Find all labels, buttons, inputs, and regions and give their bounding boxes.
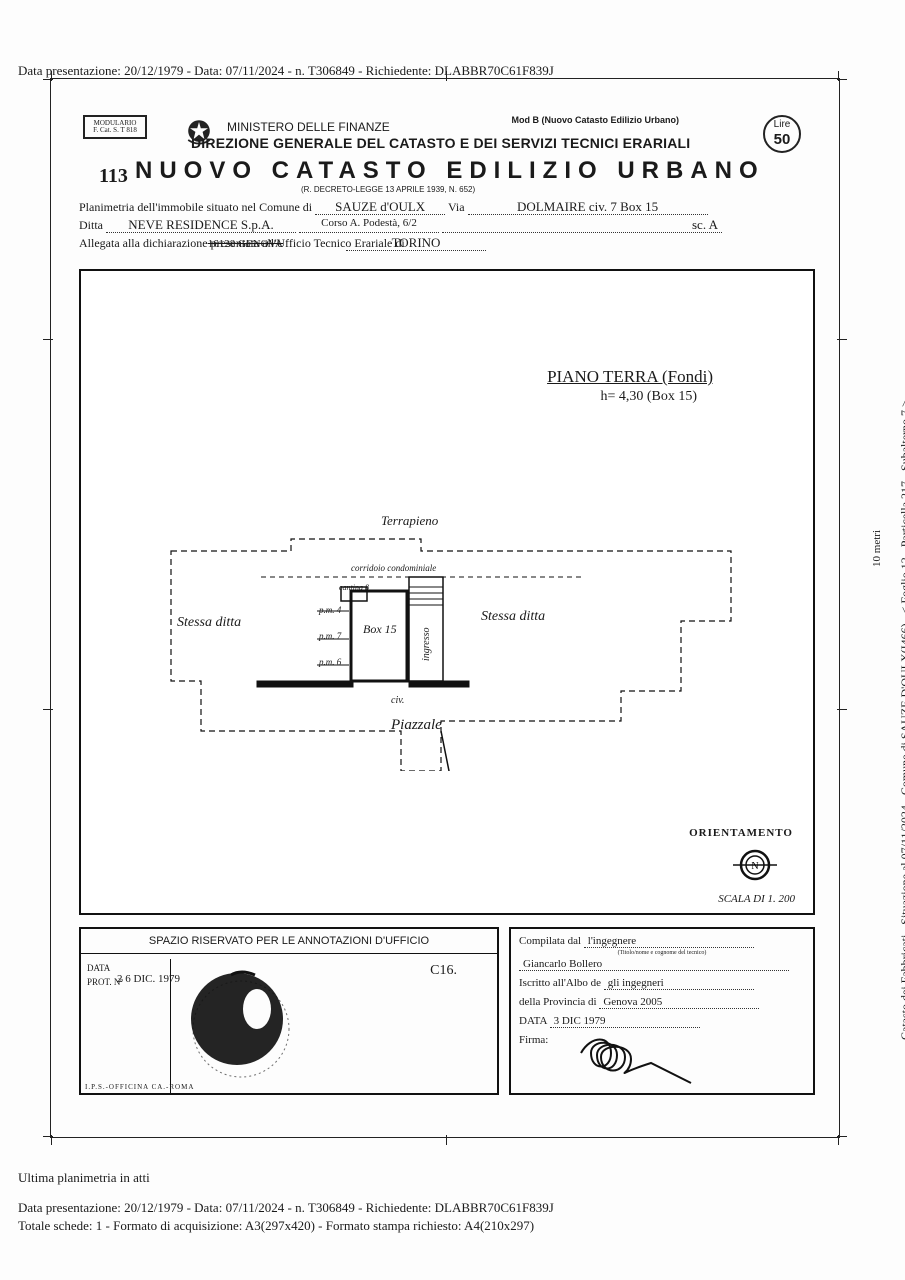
- annotations-left: DATA PROT. Nº 2 6 DIC. 1979: [81, 959, 171, 1093]
- svg-text:N: N: [751, 861, 758, 872]
- drawing-panel: PIANO TERRA (Fondi) h= 4,30 (Box 15): [79, 269, 815, 915]
- decree-reference: (R. DECRETO-LEGGE 13 APRILE 1939, N. 652…: [301, 185, 475, 194]
- label-iscritto: Iscritto all'Albo de: [519, 977, 601, 989]
- label-firma: Firma:: [519, 1034, 548, 1046]
- value-data2: 3 DIC 1979: [550, 1015, 700, 1028]
- annotations-box: SPAZIO RISERVATO PER LE ANNOTAZIONI D'UF…: [79, 927, 499, 1095]
- side-scale: 10 metri: [871, 530, 883, 567]
- value-nome: Giancarlo Bollero: [519, 958, 789, 971]
- floor-subtitle: h= 4,30 (Box 15): [600, 389, 697, 405]
- form-row-ditta: Ditta NEVE RESIDENCE S.p.A. Corso A. Pod…: [79, 217, 819, 233]
- sub-compilato: (Titolo/nome e cognome del tecnico): [519, 950, 805, 956]
- mod-b-label: Mod B (Nuovo Catasto Edilizio Urbano): [512, 115, 680, 125]
- bottom-meta-2: Totale schede: 1 - Formato di acquisizio…: [18, 1218, 534, 1234]
- bottom-meta-1: Data presentazione: 20/12/1979 - Data: 0…: [18, 1200, 554, 1216]
- modulario-box: MODULARIO F. Cat. S. T 818: [83, 115, 147, 139]
- compiler-box: Compilata dal l'ingegnere (Titolo/nome e…: [509, 927, 815, 1095]
- label-data: DATA: [87, 963, 164, 973]
- label-corridoio: corridoio condominiale: [351, 563, 436, 573]
- signature-icon: [571, 1033, 711, 1089]
- value-provincia: Genova 2005: [599, 996, 759, 1009]
- form-row-allegata: Allegata alla dichiarazione presentata a…: [79, 235, 819, 251]
- value-indirizzo: Corso A. Podestà, 6/2: [299, 217, 439, 233]
- printer-mark: I.P.S.-OFFICINA CA.-ROMA: [85, 1083, 194, 1091]
- value-compilato: l'ingegnere: [584, 935, 754, 948]
- main-title: NUOVO CATASTO EDILIZIO URBANO: [135, 157, 765, 185]
- label-stessa-ditta-right: Stessa ditta: [481, 609, 545, 625]
- scale-label: SCALA DI 1. 200: [718, 893, 795, 905]
- orientamento-label: ORIENTAMENTO: [689, 827, 793, 839]
- floor-plan-drawing: [141, 531, 761, 771]
- lire-amount: 50: [765, 131, 799, 149]
- side-metadata: Catasto dei Fabbricati - Situazione al 0…: [897, 480, 905, 1040]
- ministry: MINISTERO DELLE FINANZE: [227, 120, 390, 134]
- value-comune: SAUZE d'OULX: [315, 199, 445, 215]
- value-ufficio: TORINO: [346, 235, 486, 251]
- value-iscritto: gli ingegneri: [604, 977, 754, 990]
- lire-stamp: Lire 50: [763, 115, 801, 153]
- value-cap: 16128 GENOVA: [208, 238, 283, 250]
- value-sca: sc. A: [442, 217, 722, 233]
- side-line1: Catasto dei Fabbricati - Situazione al 0…: [897, 480, 905, 1040]
- document-frame: MODULARIO F. Cat. S. T 818 Mod B (Nuovo …: [50, 78, 840, 1138]
- value-via: DOLMAIRE civ. 7 Box 15: [468, 199, 708, 215]
- label-planimetria: Planimetria dell'immobile situato nel Co…: [79, 200, 312, 214]
- label-box15: Box 15: [363, 623, 397, 636]
- annotations-title: SPAZIO RISERVATO PER LE ANNOTAZIONI D'UF…: [81, 929, 497, 954]
- ministry-line: MINISTERO DELLE FINANZE: [227, 119, 390, 134]
- label-piazzale: Piazzale: [391, 717, 442, 734]
- label-via: Via: [448, 200, 465, 214]
- label-cantina: cantina 8: [339, 583, 369, 592]
- label-civ: civ.: [391, 695, 404, 706]
- visto-value: C16.: [430, 963, 457, 979]
- direzione-line: DIREZIONE GENERALE DEL CATASTO E DEI SER…: [191, 135, 690, 151]
- label-pm7: p.m. 7: [319, 631, 341, 641]
- label-provincia: della Provincia di: [519, 996, 597, 1008]
- compass-icon: N: [733, 843, 777, 887]
- form-row-comune: Planimetria dell'immobile situato nel Co…: [79, 199, 819, 215]
- label-terrapieno: Terrapieno: [381, 513, 438, 529]
- page: Data presentazione: 20/12/1979 - Data: 0…: [0, 0, 905, 1280]
- label-compilato: Compilata dal: [519, 935, 581, 947]
- label-pm6: p.m. 6: [319, 657, 341, 667]
- label-stessa-ditta-left: Stessa ditta: [177, 615, 241, 631]
- top-metadata: Data presentazione: 20/12/1979 - Data: 0…: [18, 63, 554, 79]
- document-number: 113: [99, 165, 128, 188]
- label-ingresso: ingresso: [421, 627, 432, 661]
- modulario-bot: F. Cat. S. T 818: [85, 127, 145, 134]
- floor-title: PIANO TERRA (Fondi): [547, 367, 713, 387]
- lire-label: Lire: [765, 119, 799, 131]
- ink-stamp-icon: [181, 963, 301, 1083]
- prot-value: 2 6 DIC. 1979: [117, 973, 164, 985]
- label-ditta: Ditta: [79, 218, 103, 232]
- value-ditta: NEVE RESIDENCE S.p.A.: [106, 217, 296, 233]
- label-data2: DATA: [519, 1015, 547, 1027]
- ultima-planimetria: Ultima planimetria in atti: [18, 1170, 150, 1186]
- label-pm4: p.m. 4: [319, 605, 341, 615]
